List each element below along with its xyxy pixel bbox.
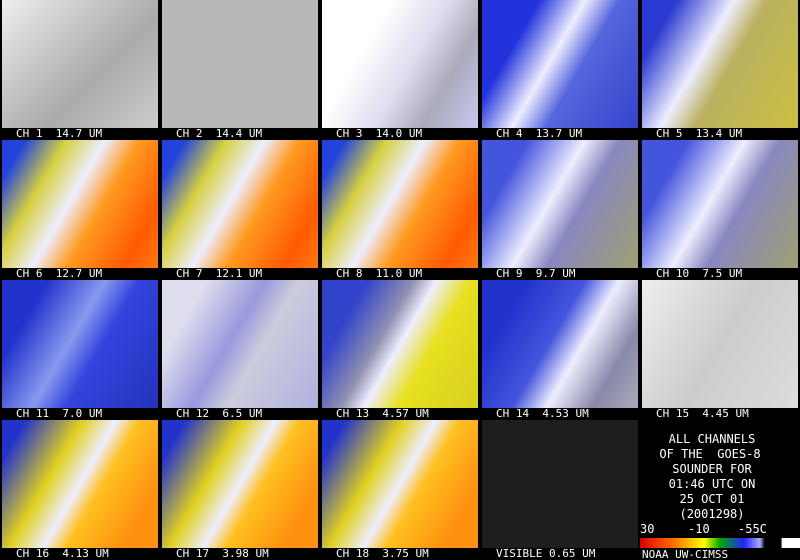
satellite-image: [642, 140, 798, 268]
channel-panel: CH 1 14.7 UM: [0, 0, 160, 140]
satellite-image: [482, 140, 638, 268]
legend-line: SOUNDER FOR: [672, 462, 752, 476]
satellite-image: [2, 420, 158, 548]
legend-panel: ALL CHANNELS OF THE GOES-8 SOUNDER FOR 01:4…: [640, 420, 800, 560]
channel-label: CH 2 14.4 UM: [160, 128, 320, 140]
satellite-image: [2, 280, 158, 408]
channel-panel: CH 5 13.4 UM: [640, 0, 800, 140]
channel-label: CH 18 3.75 UM: [320, 548, 480, 560]
credit: NOAA UW-CIMSS: [640, 548, 731, 560]
channel-panel: CH 15 4.45 UM: [640, 280, 800, 420]
channel-label: CH 9 9.7 UM: [480, 268, 640, 280]
channel-label: CH 8 11.0 UM: [320, 268, 480, 280]
channel-panel: CH 13 4.57 UM: [320, 280, 480, 420]
satellite-image: [322, 140, 478, 268]
channel-panel: CH 3 14.0 UM: [320, 0, 480, 140]
satellite-image: [162, 280, 318, 408]
satellite-image: [322, 420, 478, 548]
satellite-image: [162, 140, 318, 268]
channel-label: CH 10 7.5 UM: [640, 268, 800, 280]
channel-panel: CH 14 4.53 UM: [480, 280, 640, 420]
channel-panel: CH 9 9.7 UM: [480, 140, 640, 280]
satellite-image: [482, 0, 638, 128]
satellite-image: [2, 140, 158, 268]
scale-label: -10: [688, 522, 710, 536]
satellite-image: [162, 0, 318, 128]
legend-line: ALL CHANNELS: [668, 432, 756, 446]
channel-panel: CH 16 4.13 UM: [0, 420, 160, 560]
channel-panel: CH 2 14.4 UM: [160, 0, 320, 140]
color-scale: [640, 538, 800, 548]
satellite-image: [2, 0, 158, 128]
channel-panel: CH 8 11.0 UM: [320, 140, 480, 280]
channel-label: CH 15 4.45 UM: [640, 408, 800, 420]
channel-label: CH 3 14.0 UM: [320, 128, 480, 140]
channel-label: VISIBLE 0.65 UM: [480, 548, 640, 560]
channel-label: CH 7 12.1 UM: [160, 268, 320, 280]
legend-line: OF THE GOES-8: [659, 447, 761, 461]
channel-label: CH 1 14.7 UM: [0, 128, 160, 140]
satellite-image: [482, 420, 638, 548]
channel-panel: VISIBLE 0.65 UM: [480, 420, 640, 560]
channel-panel: CH 6 12.7 UM: [0, 140, 160, 280]
satellite-image: [322, 0, 478, 128]
satellite-image: [642, 280, 798, 408]
channel-panel: CH 11 7.0 UM: [0, 280, 160, 420]
channel-label: CH 14 4.53 UM: [480, 408, 640, 420]
satellite-image: [642, 0, 798, 128]
channel-label: CH 16 4.13 UM: [0, 548, 160, 560]
channel-label: CH 13 4.57 UM: [320, 408, 480, 420]
channel-panel: CH 10 7.5 UM: [640, 140, 800, 280]
legend-line: 01:46 UTC ON: [668, 477, 756, 491]
channel-panel: CH 12 6.5 UM: [160, 280, 320, 420]
channel-panel: CH 4 13.7 UM: [480, 0, 640, 140]
satellite-image: [322, 280, 478, 408]
channel-label: CH 5 13.4 UM: [640, 128, 800, 140]
legend-line: (2001298): [679, 507, 745, 521]
channel-panel: CH 17 3.98 UM: [160, 420, 320, 560]
channel-label: CH 11 7.0 UM: [0, 408, 160, 420]
satellite-image: [482, 280, 638, 408]
legend-line: 25 OCT 01: [679, 492, 745, 506]
satellite-image: [162, 420, 318, 548]
channel-panel: CH 7 12.1 UM: [160, 140, 320, 280]
channel-label: CH 6 12.7 UM: [0, 268, 160, 280]
channel-label: CH 12 6.5 UM: [160, 408, 320, 420]
scale-label: 30: [640, 522, 655, 536]
scale-label: -55C: [738, 522, 767, 536]
channel-label: CH 4 13.7 UM: [480, 128, 640, 140]
channel-panel: CH 18 3.75 UM: [320, 420, 480, 560]
channel-label: CH 17 3.98 UM: [160, 548, 320, 560]
